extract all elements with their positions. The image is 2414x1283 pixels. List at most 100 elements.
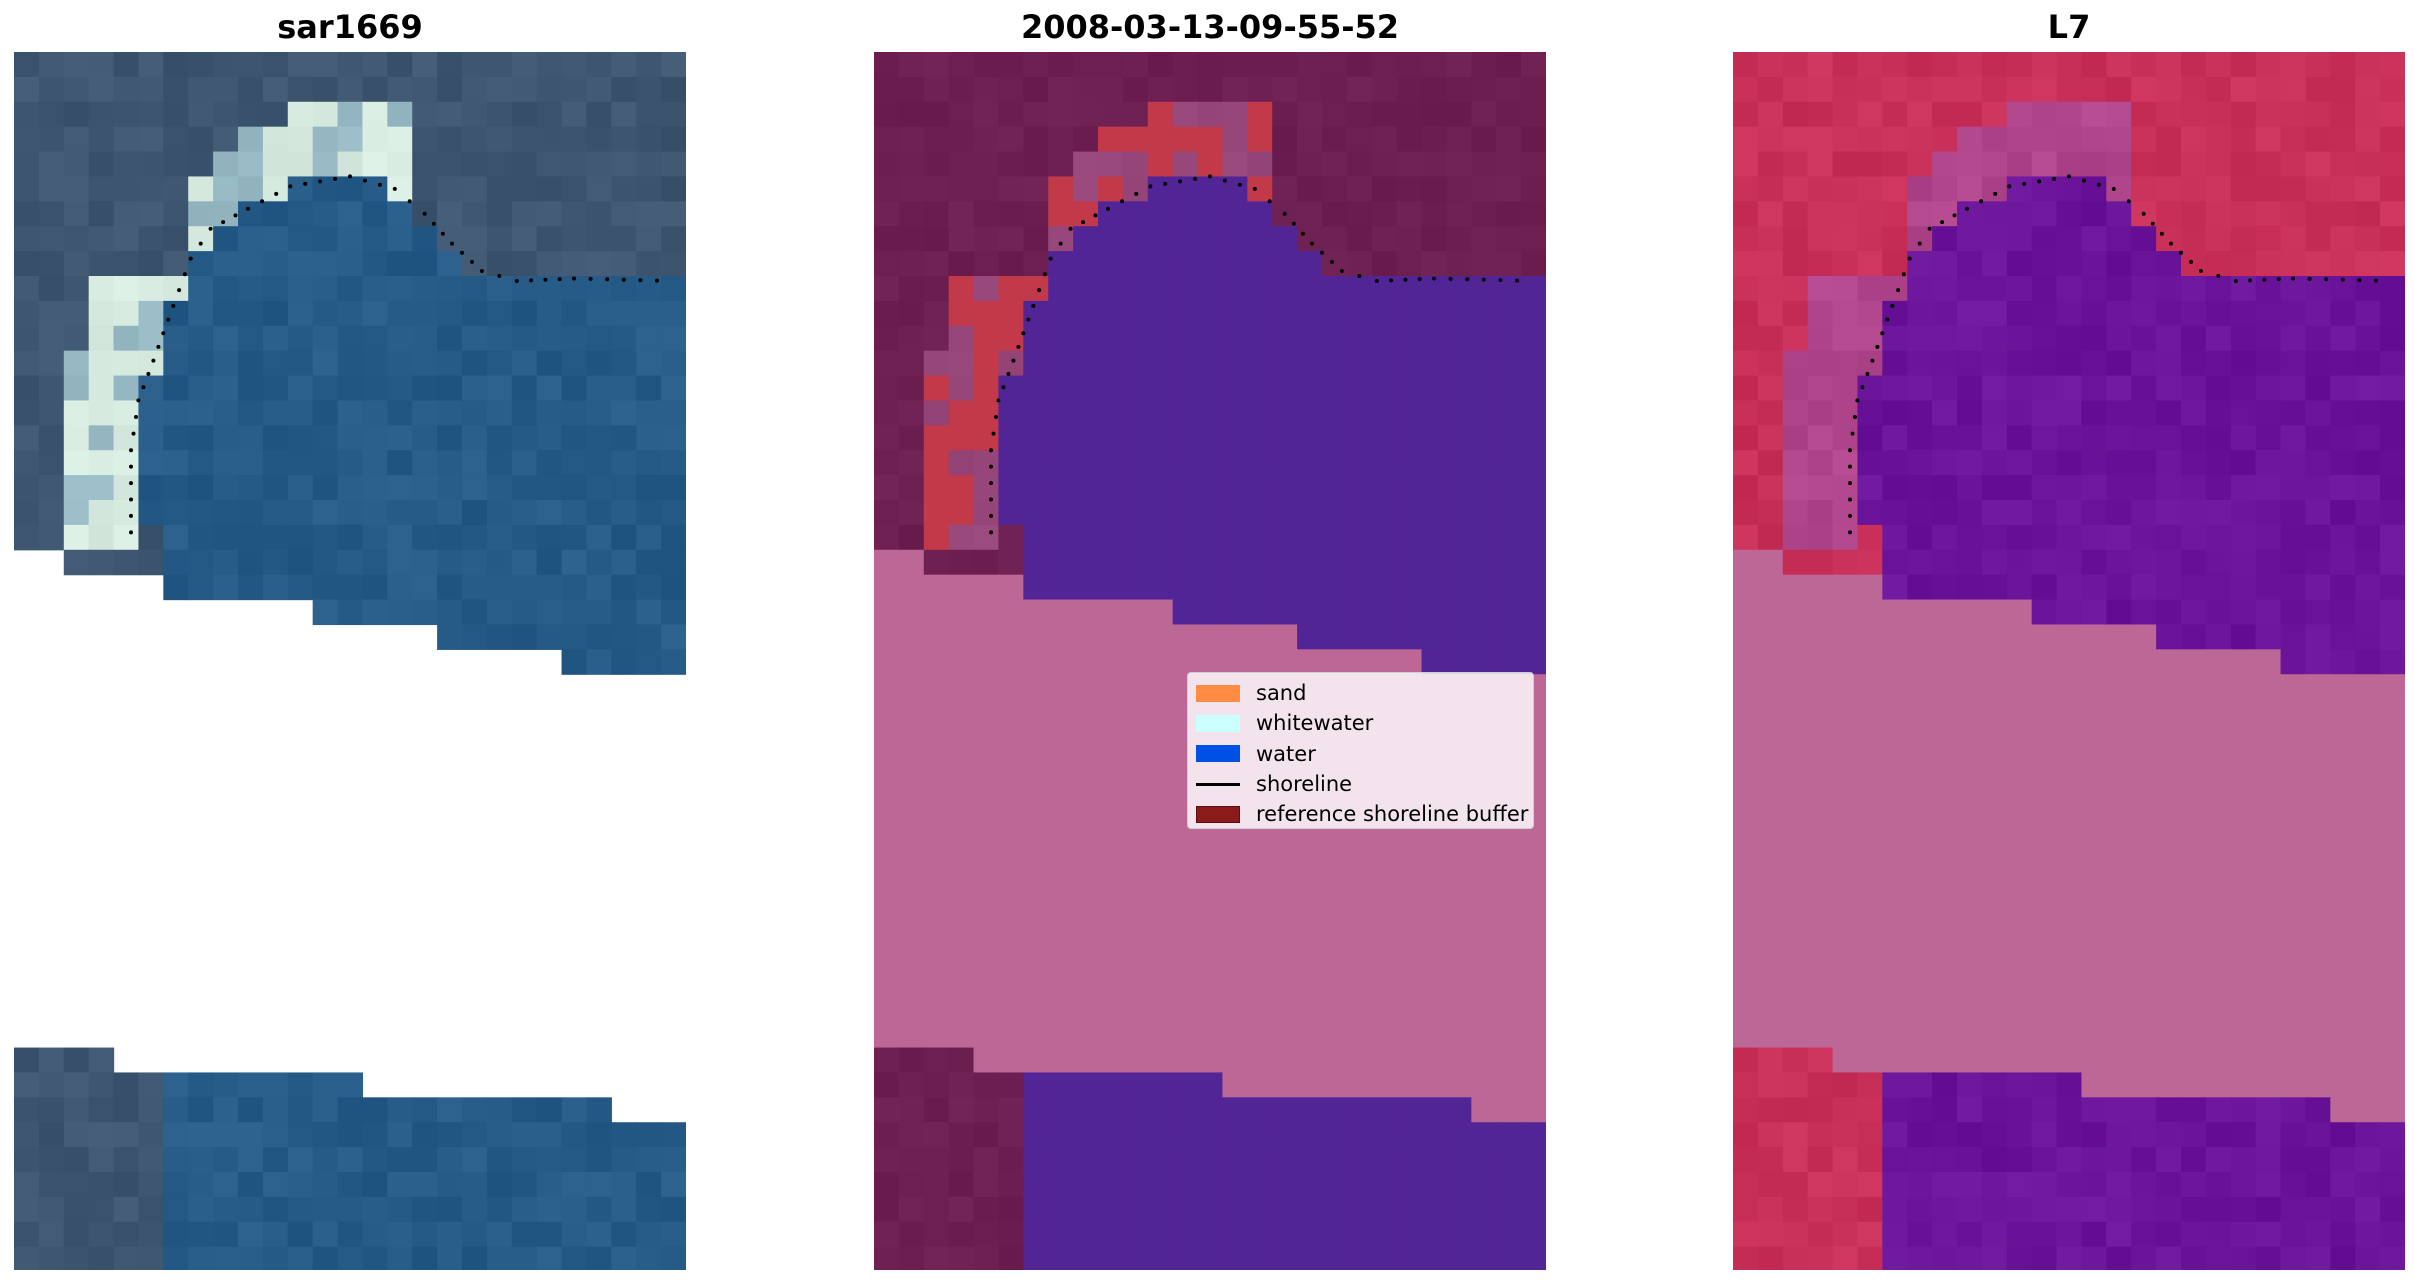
raster-pixel xyxy=(163,350,189,377)
raster-pixel xyxy=(1197,201,1224,227)
raster-pixel xyxy=(486,1246,513,1270)
raster-pixel xyxy=(973,997,1000,1024)
raster-pixel xyxy=(138,425,164,451)
raster-pixel xyxy=(1807,176,1834,202)
raster-pixel xyxy=(1197,1172,1224,1198)
raster-pixel xyxy=(2081,325,2107,352)
raster-pixel xyxy=(1371,76,1398,103)
raster-pixel xyxy=(2156,823,2182,850)
raster-pixel xyxy=(88,500,115,526)
raster-pixel xyxy=(1446,1147,1472,1173)
raster-pixel xyxy=(1297,500,1323,526)
raster-pixel xyxy=(163,500,189,526)
raster-pixel xyxy=(1172,524,1199,551)
raster-pixel xyxy=(1496,500,1522,526)
raster-pixel xyxy=(2380,300,2405,327)
raster-pixel xyxy=(636,52,662,78)
raster-pixel xyxy=(1857,649,1883,675)
raster-pixel xyxy=(2330,724,2356,750)
raster-pixel xyxy=(2205,699,2232,725)
raster-pixel xyxy=(898,1072,925,1098)
raster-pixel xyxy=(1782,724,1809,750)
raster-pixel xyxy=(2056,226,2083,252)
raster-pixel xyxy=(437,76,463,103)
raster-pixel xyxy=(1322,350,1348,377)
raster-pixel xyxy=(1073,1122,1099,1148)
raster-pixel xyxy=(2205,823,2232,850)
raster-pixel xyxy=(661,1196,686,1223)
raster-pixel xyxy=(1757,425,1784,451)
raster-pixel xyxy=(2330,1122,2356,1148)
raster-pixel xyxy=(1147,574,1174,601)
raster-pixel xyxy=(536,375,563,402)
raster-pixel xyxy=(1222,151,1248,178)
raster-pixel xyxy=(163,52,189,78)
raster-pixel xyxy=(2006,400,2033,426)
raster-pixel xyxy=(898,300,925,327)
raster-pixel xyxy=(1471,450,1497,476)
raster-pixel xyxy=(1832,1172,1859,1198)
raster-pixel xyxy=(898,724,925,750)
raster-pixel xyxy=(1421,76,1448,103)
raster-pixel xyxy=(2031,1196,2058,1223)
raster-pixel xyxy=(2305,300,2331,327)
raster-pixel xyxy=(1147,400,1174,426)
raster-pixel xyxy=(1957,724,1983,750)
raster-pixel xyxy=(14,1047,40,1074)
raster-pixel xyxy=(2355,549,2381,576)
raster-pixel xyxy=(1122,649,1149,675)
raster-pixel xyxy=(2031,1072,2058,1098)
raster-pixel xyxy=(38,76,65,103)
raster-pixel xyxy=(1807,624,1834,650)
raster-pixel xyxy=(1932,101,1958,128)
raster-pixel xyxy=(2255,972,2282,999)
raster-pixel xyxy=(1048,300,1074,327)
raster-pixel xyxy=(1396,276,1423,302)
raster-pixel xyxy=(874,350,900,377)
raster-pixel xyxy=(1122,425,1149,451)
raster-pixel xyxy=(1932,276,1958,302)
raster-pixel xyxy=(1907,1196,1933,1223)
raster-pixel xyxy=(2081,699,2107,725)
raster-pixel xyxy=(2031,276,2058,302)
raster-pixel xyxy=(1832,699,1859,725)
raster-pixel xyxy=(412,126,438,153)
raster-pixel xyxy=(1322,325,1348,352)
raster-pixel xyxy=(1733,1097,1759,1123)
raster-pixel xyxy=(998,1122,1024,1148)
raster-pixel xyxy=(163,1221,189,1248)
raster-pixel xyxy=(611,549,637,576)
raster-pixel xyxy=(2081,475,2107,501)
raster-pixel xyxy=(1932,724,1958,750)
raster-pixel xyxy=(14,400,40,426)
raster-pixel xyxy=(2031,898,2058,924)
raster-pixel xyxy=(586,101,612,128)
raster-pixel xyxy=(1932,226,1958,252)
raster-pixel xyxy=(948,300,975,327)
raster-pixel xyxy=(2305,574,2331,601)
raster-pixel xyxy=(262,1072,289,1098)
raster-pixel xyxy=(213,1122,239,1148)
raster-pixel xyxy=(2255,724,2282,750)
raster-pixel xyxy=(1807,724,1834,750)
raster-pixel xyxy=(1346,475,1373,501)
raster-pixel xyxy=(2230,1196,2257,1223)
raster-pixel xyxy=(2255,276,2282,302)
raster-pixel xyxy=(362,1172,388,1198)
raster-pixel xyxy=(2205,126,2232,153)
raster-pixel xyxy=(2330,251,2356,277)
raster-pixel xyxy=(1147,649,1174,675)
raster-pixel xyxy=(2305,425,2331,451)
raster-pixel xyxy=(2131,1122,2157,1148)
raster-pixel xyxy=(2380,1022,2405,1049)
raster-pixel xyxy=(1371,400,1398,426)
raster-pixel xyxy=(1907,724,1933,750)
raster-pixel xyxy=(2205,1147,2232,1173)
raster-pixel xyxy=(874,873,900,899)
raster-pixel xyxy=(1446,1072,1472,1098)
raster-pixel xyxy=(1471,574,1497,601)
raster-pixel xyxy=(1322,52,1348,78)
raster-pixel xyxy=(2330,549,2356,576)
raster-pixel xyxy=(1882,425,1908,451)
raster-pixel xyxy=(1247,972,1273,999)
